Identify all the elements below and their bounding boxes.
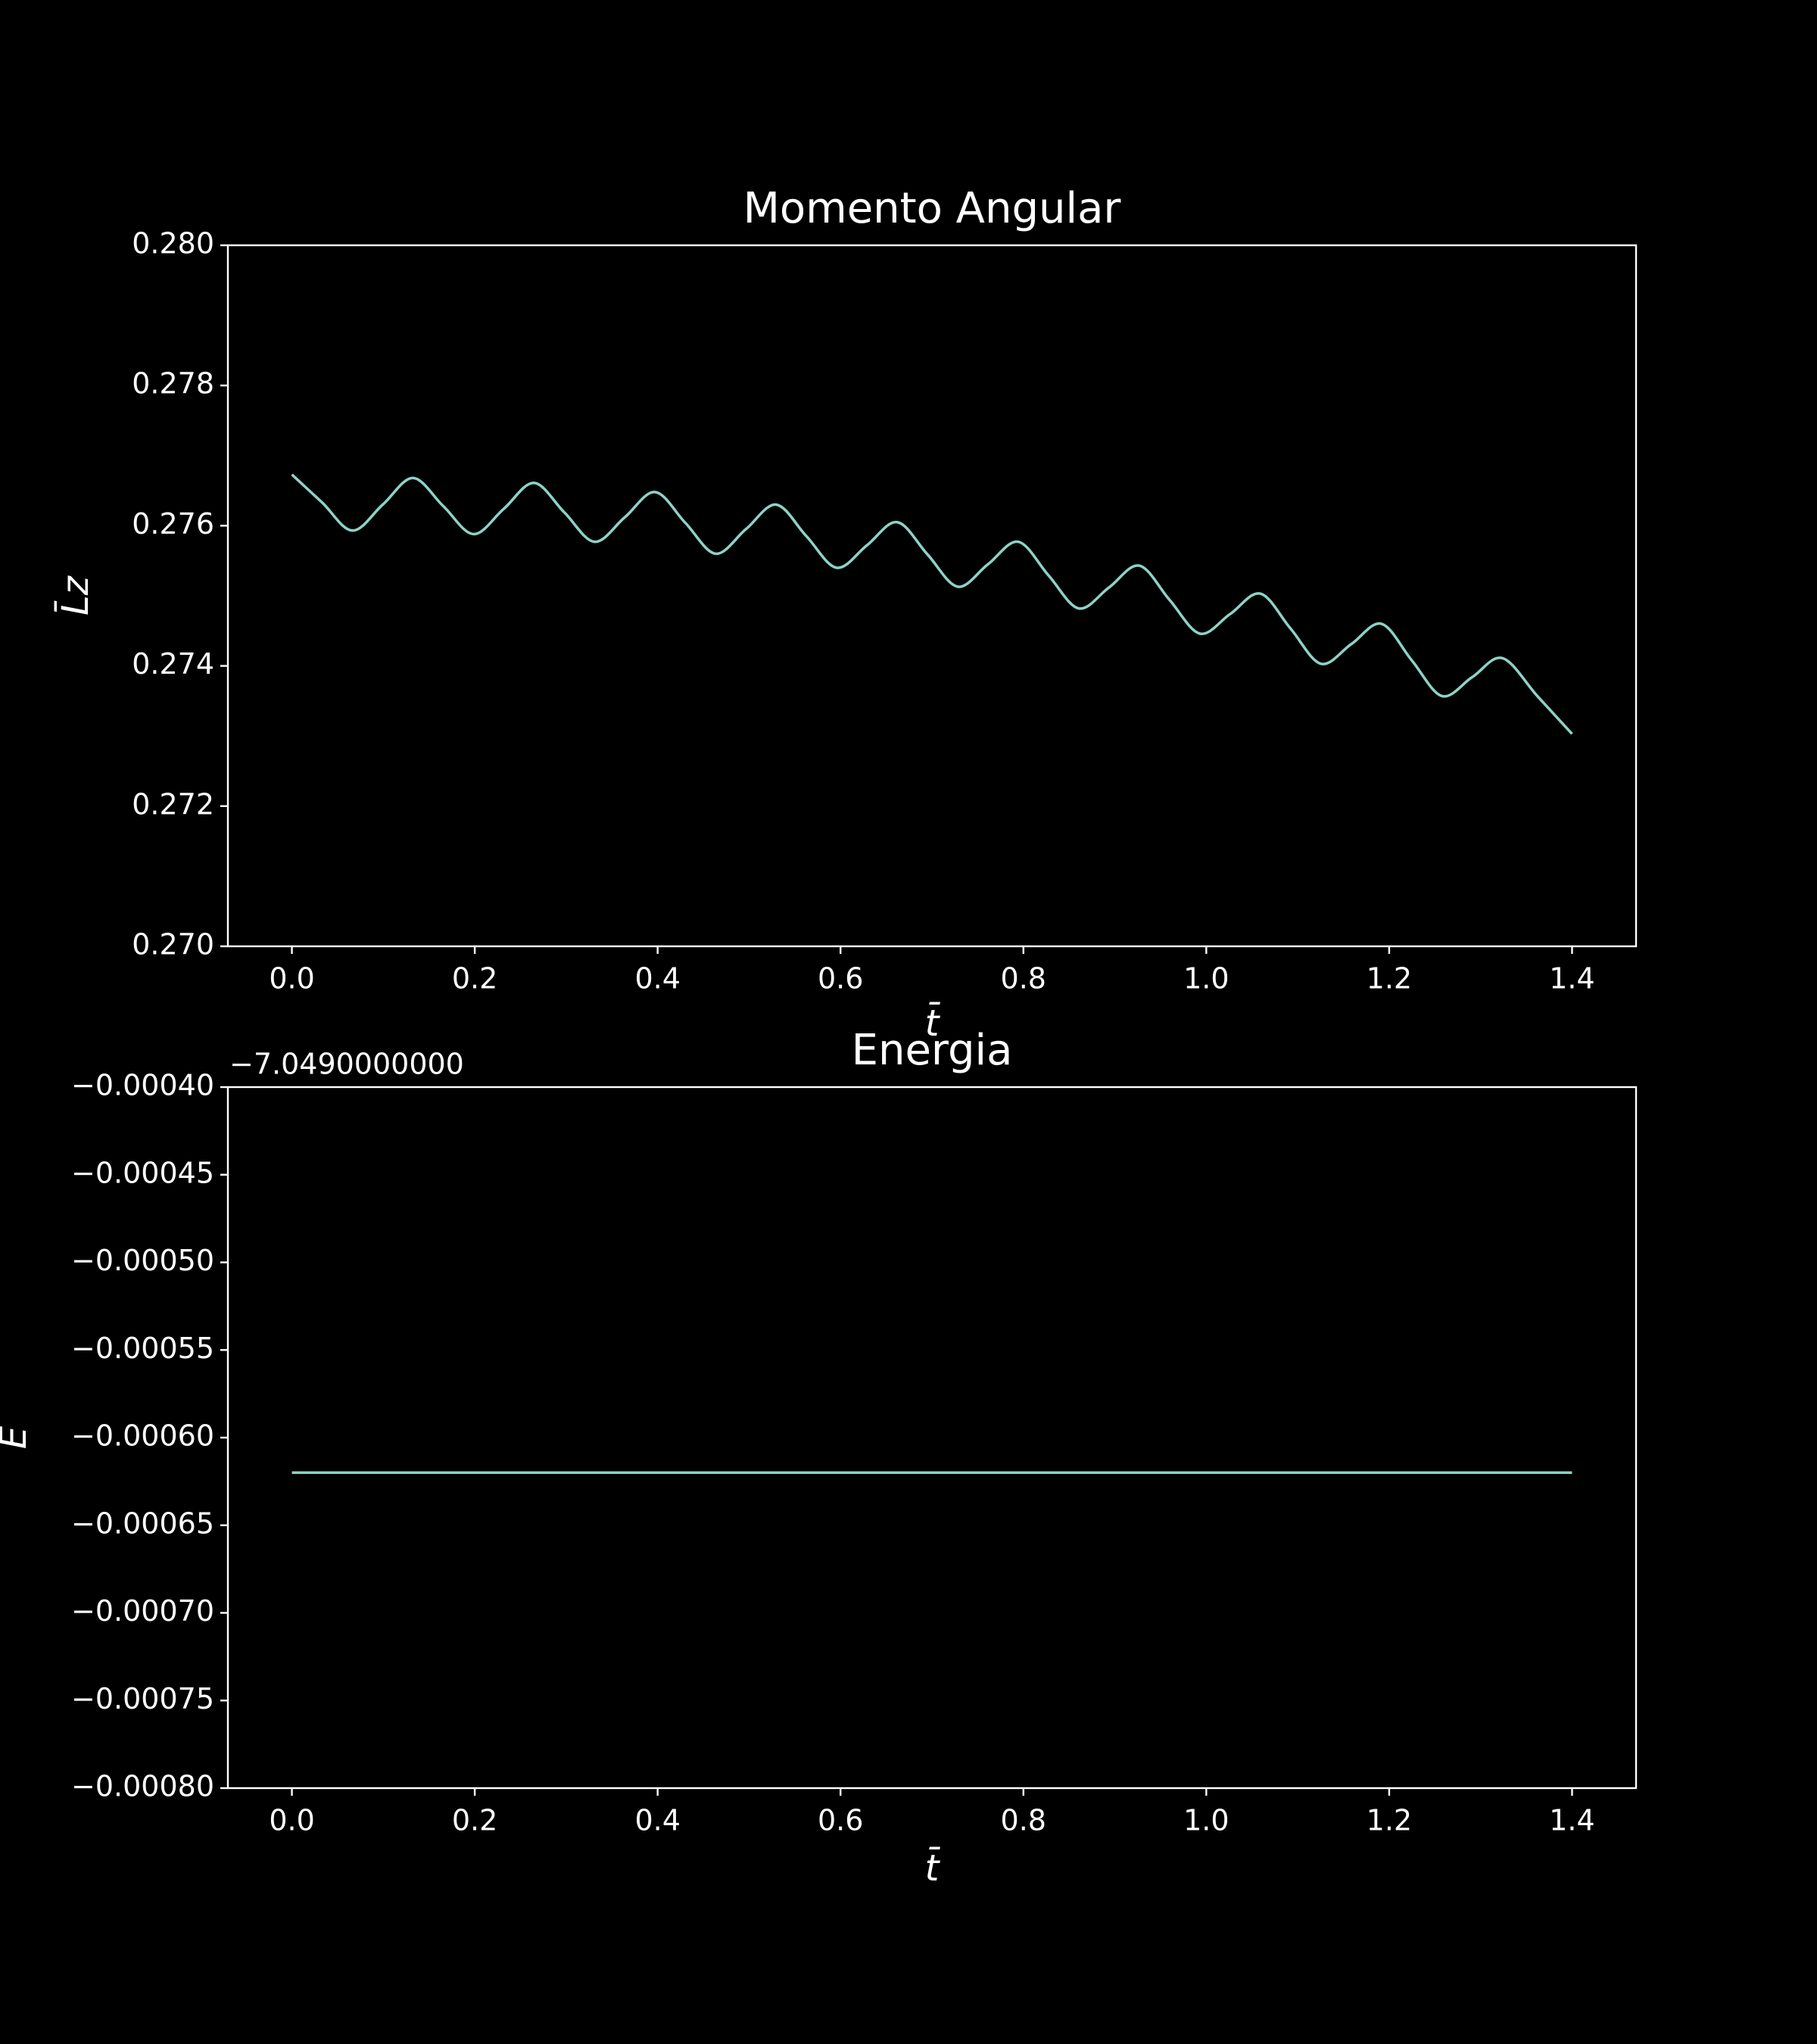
y-tick-label: 0.278 [132,367,214,400]
y-tick-label: −0.00055 [71,1332,214,1365]
y-tick-label: −0.00080 [71,1770,214,1803]
y-tick-label: −0.00050 [71,1244,214,1277]
axes-frame [226,244,1638,948]
x-tick-label: 0.6 [818,1804,863,1837]
x-tick-label: 0.6 [818,962,863,996]
x-tick-label: 1.2 [1367,962,1412,996]
x-tick-label: 1.2 [1367,1804,1412,1837]
x-tick-label: 0.8 [1001,1804,1046,1837]
x-tick-label: 1.0 [1183,1804,1229,1837]
y-axis-label: L̄z [54,575,97,615]
y-tick-label: −0.00075 [71,1682,214,1715]
x-tick-label: 0.8 [1001,962,1046,996]
y-tick-label: −0.00060 [71,1419,214,1453]
chart-title: Momento Angular [743,184,1122,233]
x-tick-label: 1.4 [1549,962,1594,996]
x-axis-label: t̄ [925,1846,941,1890]
y-tick-label: −0.00045 [71,1156,214,1189]
offset-text: −7.0490000000 [229,1048,464,1081]
y-axis-label: E [0,1426,35,1449]
x-tick-label: 1.4 [1549,1804,1594,1837]
y-tick-label: 0.270 [132,928,214,961]
x-tick-label: 1.0 [1183,962,1229,996]
y-tick-label: −0.00040 [71,1069,214,1102]
y-tick-label: −0.00065 [71,1507,214,1540]
x-tick-label: 0.0 [269,962,314,996]
x-tick-label: 0.0 [269,1804,314,1837]
y-tick-label: 0.274 [132,647,214,681]
data-line [291,473,1573,735]
x-tick-label: 0.2 [452,962,497,996]
y-tick-label: 0.276 [132,507,214,541]
y-tick-label: −0.00070 [71,1594,214,1628]
x-tick-label: 0.4 [634,1804,680,1837]
chart-title: Energia [852,1026,1013,1075]
y-tick-label: 0.272 [132,787,214,821]
x-tick-label: 0.2 [452,1804,497,1837]
y-tick-label: 0.280 [132,227,214,260]
x-axis-label: t̄ [925,1002,941,1045]
x-tick-label: 0.4 [634,962,680,996]
